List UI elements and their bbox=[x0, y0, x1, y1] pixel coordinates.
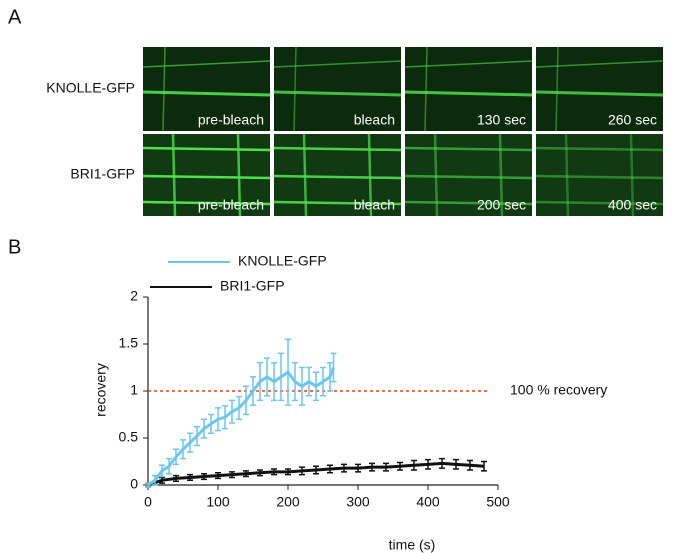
x-tick-label: 0 bbox=[144, 494, 152, 510]
series-line bbox=[147, 461, 485, 487]
cell-wall bbox=[424, 46, 428, 132]
x-tick-label: 100 bbox=[206, 494, 230, 510]
cell-wall bbox=[236, 133, 242, 217]
frame-caption: 200 sec bbox=[477, 197, 526, 213]
cell-wall bbox=[535, 60, 664, 68]
cell-wall bbox=[162, 46, 166, 132]
cell-wall bbox=[142, 174, 271, 180]
y-tick-label: 1.5 bbox=[119, 335, 139, 351]
cell-wall bbox=[302, 133, 308, 217]
legend-label: BRI1-GFP bbox=[220, 278, 285, 294]
y-tick-label: 1 bbox=[130, 382, 138, 398]
cell-wall bbox=[142, 200, 271, 206]
cell-wall bbox=[535, 90, 664, 97]
cell-wall bbox=[142, 146, 271, 152]
cell-wall bbox=[535, 174, 664, 180]
x-tick-label: 500 bbox=[486, 494, 510, 510]
cell-wall bbox=[498, 133, 504, 217]
cell-wall bbox=[404, 174, 533, 180]
frame-caption: bleach bbox=[354, 197, 395, 213]
frame-caption: pre-bleach bbox=[198, 112, 264, 128]
cell-wall bbox=[404, 200, 533, 206]
frame-caption: 260 sec bbox=[608, 112, 657, 128]
cell-wall bbox=[629, 133, 635, 217]
frame-caption: pre-bleach bbox=[198, 197, 264, 213]
micrograph bbox=[536, 47, 663, 131]
cell-wall bbox=[535, 200, 664, 206]
micrograph bbox=[536, 134, 663, 216]
cell-wall bbox=[273, 146, 402, 152]
series-line bbox=[147, 366, 335, 487]
cell-wall bbox=[273, 90, 402, 97]
row-label: KNOLLE-GFP bbox=[46, 80, 135, 96]
cell-wall bbox=[433, 133, 439, 217]
cell-wall bbox=[555, 46, 559, 132]
x-tick-label: 300 bbox=[346, 494, 370, 510]
panel-label: B bbox=[8, 236, 21, 258]
cell-wall bbox=[293, 46, 297, 132]
y-tick-label: 0 bbox=[130, 476, 138, 492]
cell-wall bbox=[273, 60, 402, 68]
cell-wall bbox=[535, 146, 664, 152]
y-tick-label: 0.5 bbox=[119, 429, 139, 445]
y-tick-label: 2 bbox=[130, 288, 138, 304]
y-axis-label: recovery bbox=[93, 363, 109, 417]
panel-label: A bbox=[8, 6, 22, 28]
row-label: BRI1-GFP bbox=[70, 166, 135, 182]
cell-wall bbox=[273, 200, 402, 206]
frame-caption: 400 sec bbox=[608, 197, 657, 213]
micrograph bbox=[274, 47, 401, 131]
x-tick-label: 400 bbox=[416, 494, 440, 510]
x-tick-label: 200 bbox=[276, 494, 300, 510]
cell-wall bbox=[171, 133, 177, 217]
reference-label: 100 % recovery bbox=[510, 382, 607, 398]
cell-wall bbox=[404, 146, 533, 152]
cell-wall bbox=[564, 133, 570, 217]
frame-caption: bleach bbox=[354, 112, 395, 128]
x-axis-label: time (s) bbox=[389, 537, 436, 553]
cell-wall bbox=[367, 133, 373, 217]
frame-caption: 130 sec bbox=[477, 112, 526, 128]
cell-wall bbox=[273, 174, 402, 180]
legend-label: KNOLLE-GFP bbox=[238, 253, 327, 269]
